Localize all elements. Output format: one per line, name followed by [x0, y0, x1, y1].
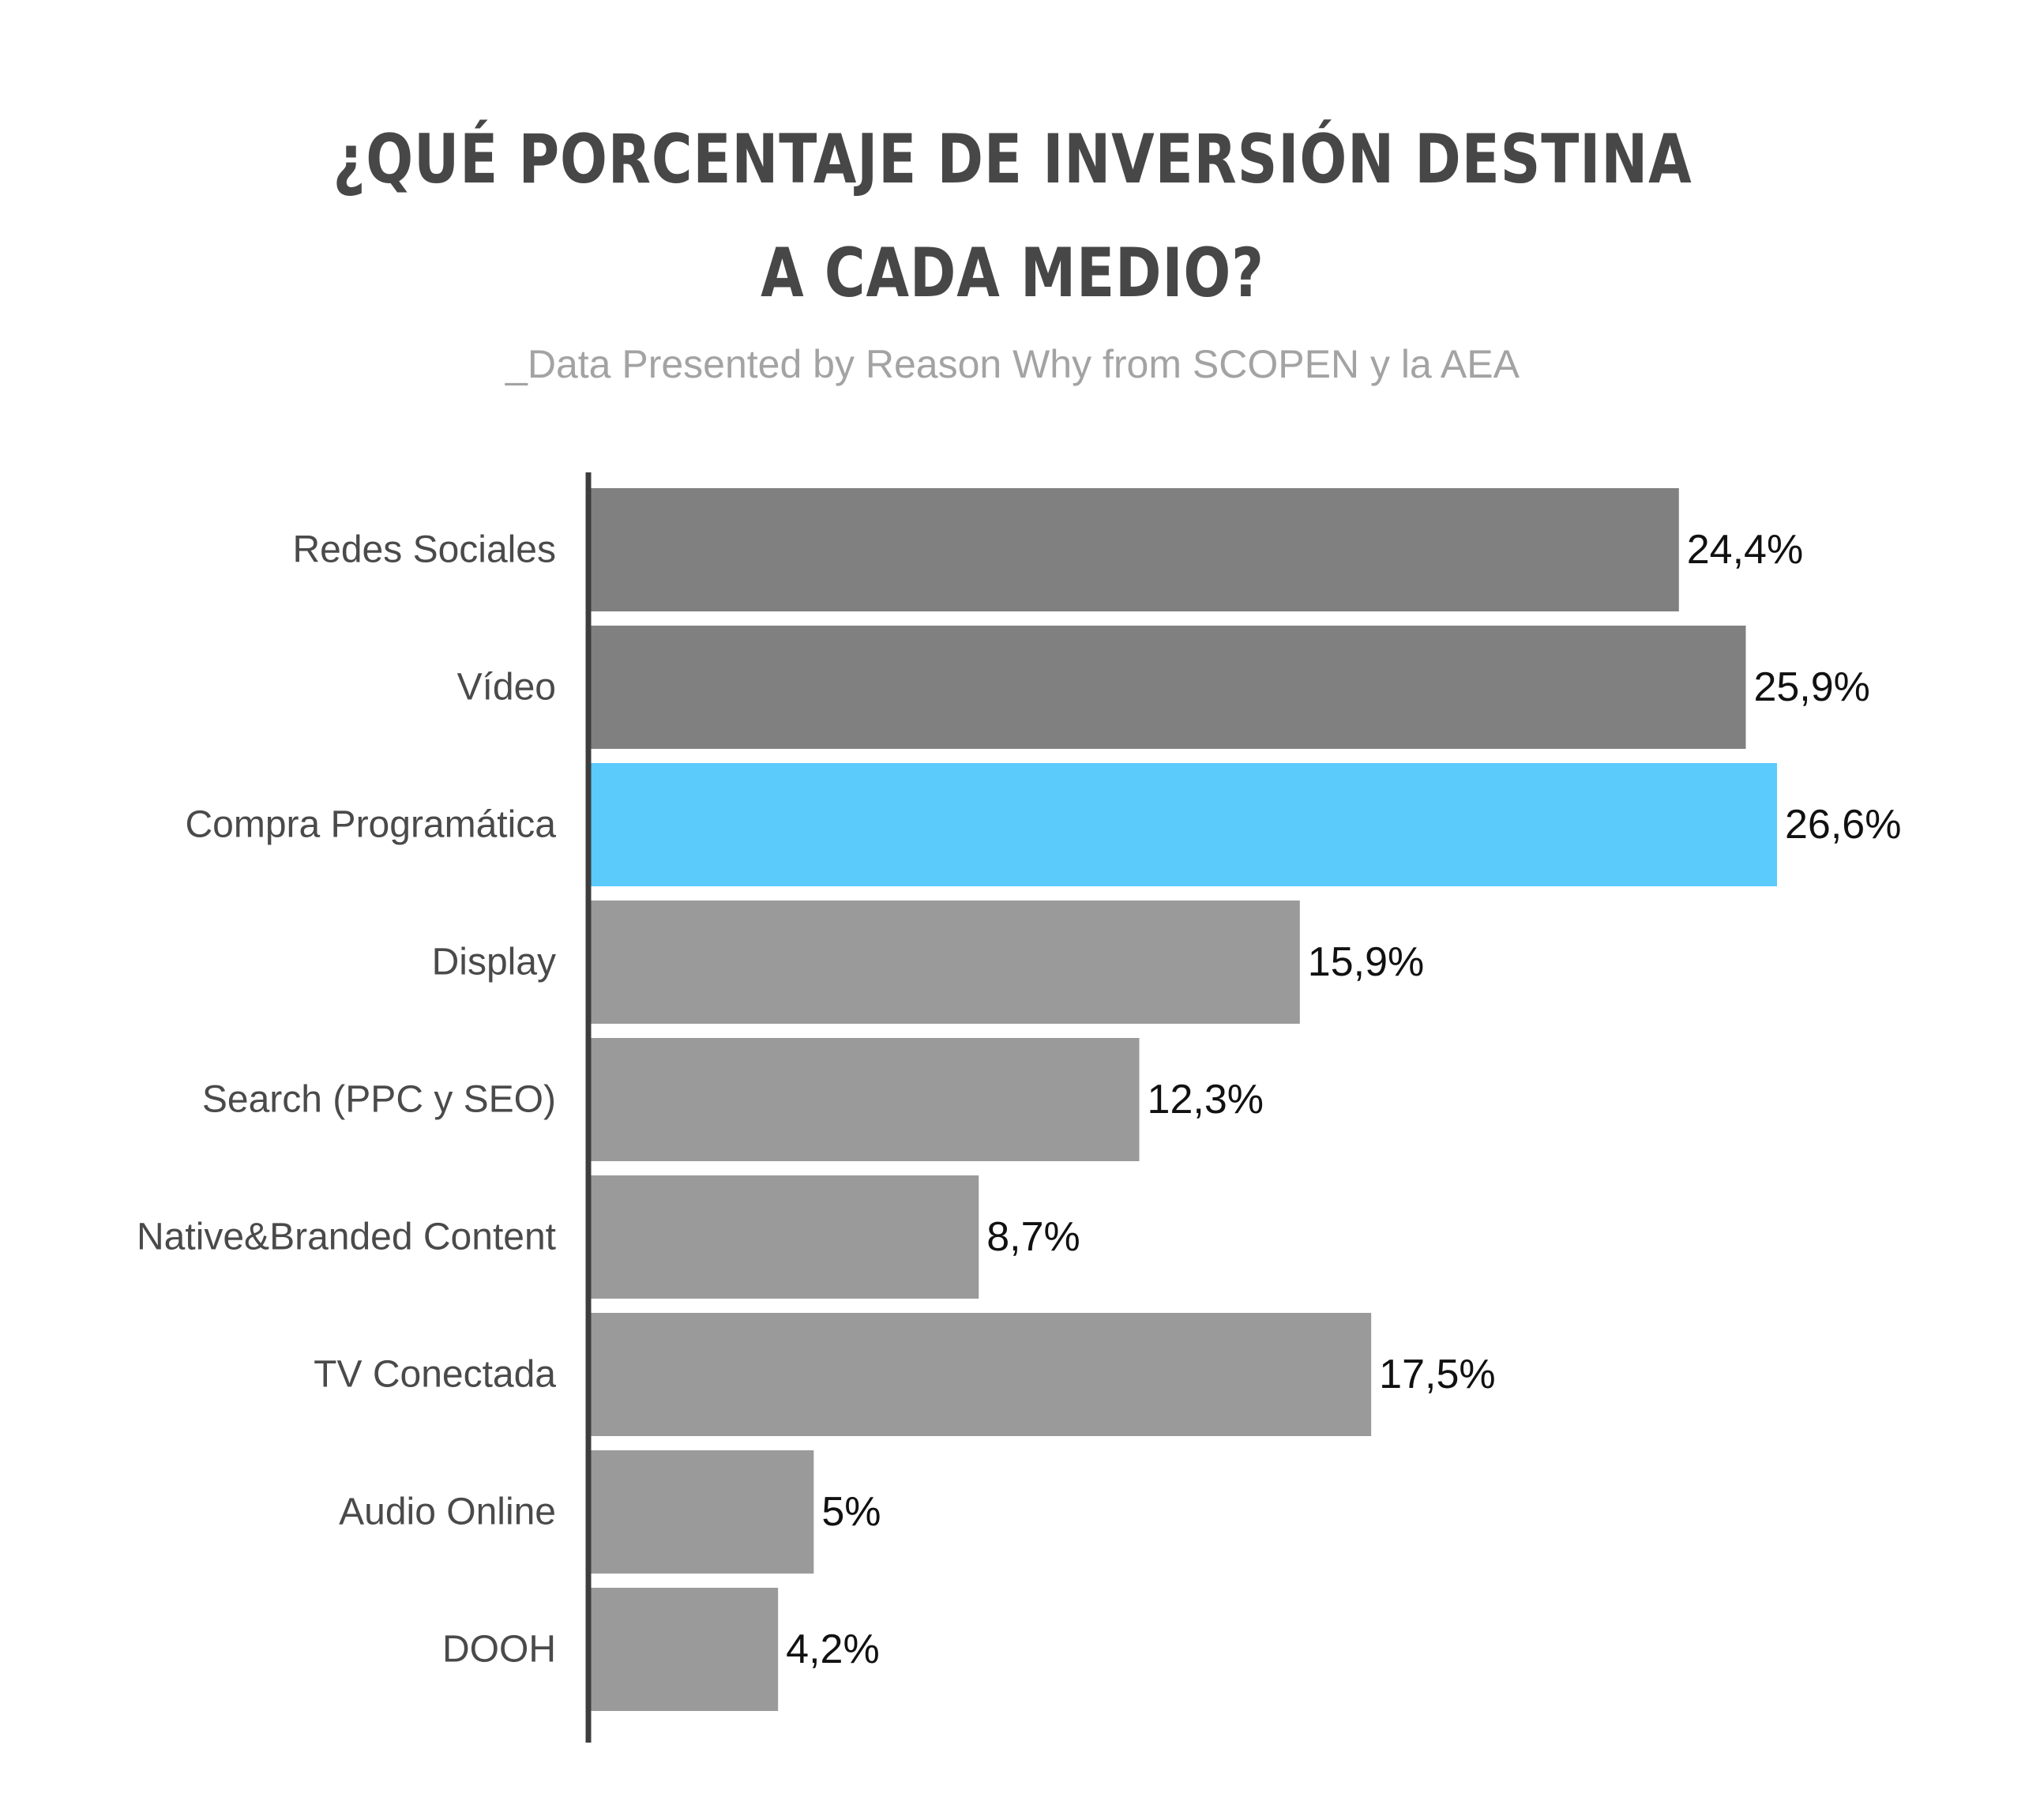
bar-0 — [591, 488, 1679, 611]
bar-1 — [591, 626, 1746, 749]
value-label: 8,7% — [986, 1214, 1080, 1260]
category-label: Redes Sociales — [292, 529, 556, 571]
bar-6 — [591, 1313, 1372, 1436]
category-label: Search (PPC y SEO) — [202, 1079, 556, 1121]
value-label: 4,2% — [786, 1626, 880, 1672]
chart-subtitle: _Data Presented by Reason Why from SCOPE… — [505, 342, 1520, 386]
chart-title-line-2: A CADA MEDIO? — [761, 234, 1264, 313]
value-label: 17,5% — [1379, 1352, 1495, 1397]
category-label: DOOH — [442, 1629, 556, 1671]
category-label: Compra Programática — [186, 804, 557, 846]
bar-5 — [591, 1175, 979, 1299]
bar-7 — [591, 1450, 814, 1574]
value-label: 15,9% — [1308, 939, 1424, 985]
bar-4 — [591, 1038, 1140, 1161]
bar-8 — [591, 1588, 779, 1711]
bar-3 — [591, 901, 1300, 1024]
bar-2 — [591, 763, 1777, 886]
value-label: 25,9% — [1753, 664, 1869, 710]
category-label: Native&Branded Content — [137, 1216, 556, 1258]
category-label: Audio Online — [339, 1491, 556, 1533]
chart-title: ¿QUÉ PORCENTAJE DE INVERSIÓN DESTINA A C… — [182, 103, 1843, 330]
category-label: Vídeo — [457, 667, 556, 709]
value-label: 24,4% — [1687, 527, 1803, 573]
value-label: 5% — [821, 1489, 881, 1535]
value-label: 12,3% — [1148, 1077, 1264, 1122]
chart-title-line-1: ¿QUÉ PORCENTAJE DE INVERSIÓN DESTINA — [332, 120, 1693, 199]
category-label: TV Conectada — [314, 1354, 556, 1396]
value-label: 26,6% — [1785, 802, 1901, 848]
category-label: Display — [432, 942, 556, 983]
